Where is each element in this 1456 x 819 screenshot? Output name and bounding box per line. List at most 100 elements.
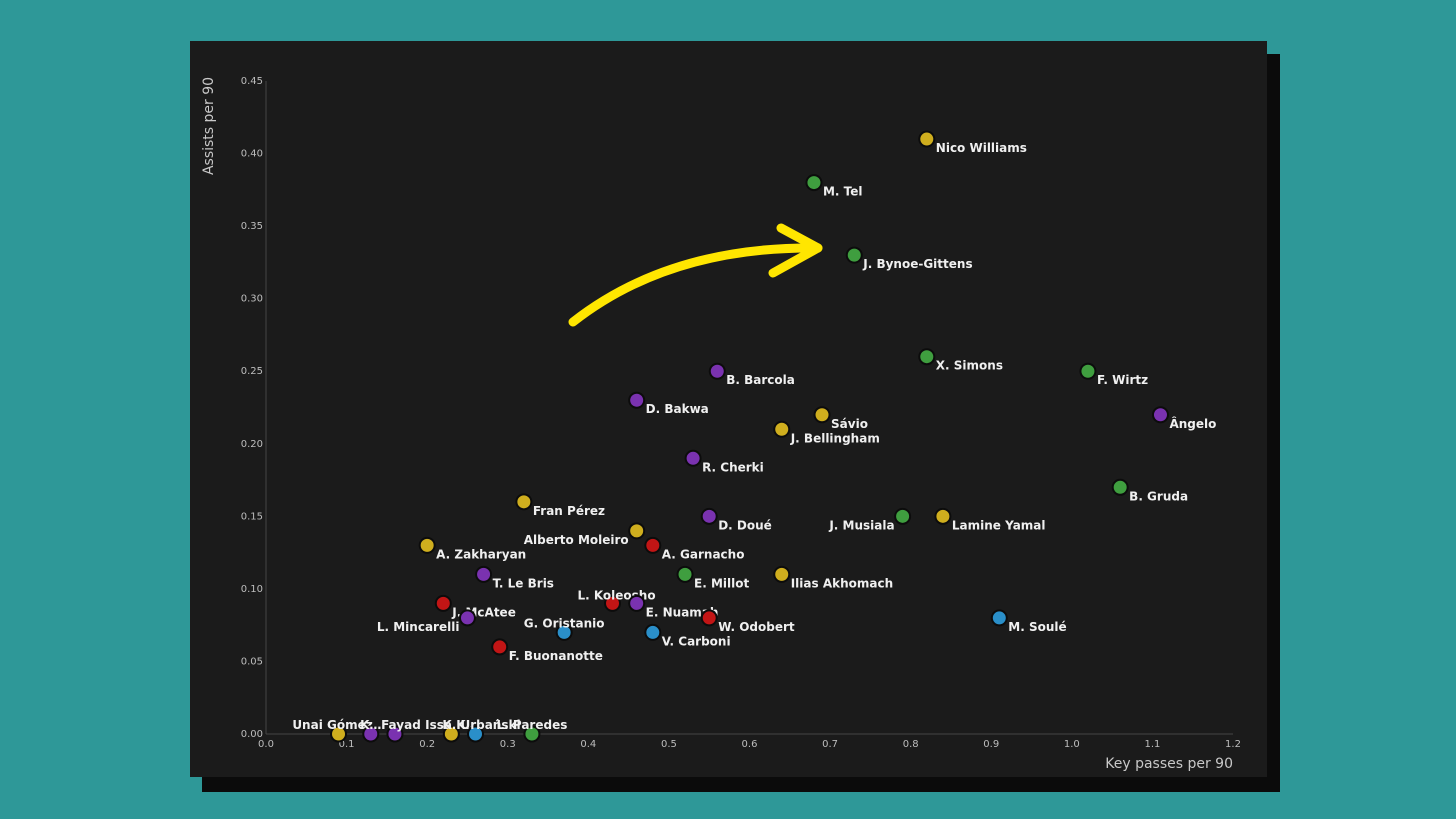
data-point — [523, 725, 541, 743]
y-axis-label: Assists per 90 — [201, 77, 217, 175]
x-tick-label: 0.0 — [258, 739, 274, 750]
chart-card: 0.00 0.05 0.10 0.15 0.20 0.25 0.30 0.35 0.40 0.45… — [190, 41, 1267, 777]
point-label: V. Carboni — [662, 634, 731, 648]
point-label: W. Odobert — [718, 620, 795, 634]
point-label: T. Le Bris — [493, 576, 554, 590]
y-tick-label: 0.10 — [241, 584, 263, 595]
data-point — [330, 725, 348, 743]
axes: 0.00 0.05 0.10 0.15 0.20 0.25 0.30 0.35 0.40 0.45… — [241, 76, 1241, 750]
point-label: Ângelo — [1169, 416, 1216, 431]
data-point — [418, 536, 436, 554]
data-point — [773, 565, 791, 583]
scatter-chart: 0.00 0.05 0.10 0.15 0.20 0.25 0.30 0.35 0.40 0.45… — [201, 76, 1241, 772]
data-point — [555, 623, 573, 641]
point-label: Fran Pérez — [533, 504, 605, 518]
data-point — [676, 565, 694, 583]
point-label: G. Oristanio — [524, 616, 605, 630]
y-tick-label: 0.30 — [241, 294, 263, 305]
data-point — [805, 174, 823, 192]
point-label: M. Tel — [823, 185, 863, 199]
point-label: J. Bynoe-Gittens — [862, 257, 972, 271]
y-tick-label: 0.05 — [241, 656, 263, 667]
point-label: Lamine Yamal — [952, 518, 1046, 532]
y-tick-label: 0.35 — [241, 221, 263, 232]
y-tick-label: 0.00 — [241, 729, 263, 740]
point-label: Unai Gómez — [292, 718, 372, 732]
point-label: Sávio — [831, 417, 868, 431]
y-tick-label: 0.20 — [241, 439, 263, 450]
point-label: D. Doué — [718, 518, 772, 532]
data-point — [684, 449, 702, 467]
point-label: E. Nuamah — [646, 605, 719, 619]
arrow-annotation — [568, 223, 823, 327]
point-label: B. Barcola — [726, 373, 795, 387]
data-point — [628, 522, 646, 540]
data-point — [700, 507, 718, 525]
point-label: E. Millot — [694, 576, 749, 590]
data-point — [708, 362, 726, 380]
x-tick-label: 1.0 — [1064, 739, 1080, 750]
x-tick-label: 1.2 — [1225, 739, 1241, 750]
data-point — [1111, 478, 1129, 496]
data-point — [644, 623, 662, 641]
point-label: K… — [360, 718, 381, 732]
point-label: D. Bakwa — [646, 402, 709, 416]
data-point — [845, 246, 863, 264]
point-label: F. Wirtz — [1097, 373, 1148, 387]
point-label: Alberto Moleiro — [524, 533, 629, 547]
x-tick-label: 0.1 — [339, 739, 355, 750]
x-tick-label: 0.7 — [822, 739, 838, 750]
x-tick-label: 0.6 — [742, 739, 758, 750]
y-tick-label: 0.40 — [241, 149, 263, 160]
data-point — [894, 507, 912, 525]
point-label: R. Cherki — [702, 460, 764, 474]
point-label: L. Mincarelli — [377, 620, 460, 634]
point-label: Fayad — [381, 718, 421, 732]
point-label: B. Gruda — [1129, 489, 1188, 503]
y-tick-label: 0.45 — [241, 76, 263, 87]
data-point — [467, 725, 485, 743]
data-point — [1079, 362, 1097, 380]
point-label: Nico Williams — [936, 141, 1027, 155]
point-label: Issa K… — [425, 718, 477, 732]
point-label: F. Buonanotte — [509, 649, 603, 663]
x-tick-label: 0.9 — [983, 739, 999, 750]
y-tick-label: 0.25 — [241, 366, 263, 377]
x-tick-label: 0.5 — [661, 739, 677, 750]
point-label: J. Musiala — [828, 518, 894, 532]
x-tick-label: 1.1 — [1144, 739, 1160, 750]
data-point — [813, 406, 831, 424]
data-point — [773, 420, 791, 438]
data-point — [918, 348, 936, 366]
data-point — [515, 493, 533, 511]
data-point — [458, 609, 476, 627]
x-tick-label: 0.4 — [580, 739, 596, 750]
data-point — [990, 609, 1008, 627]
data-point — [628, 391, 646, 409]
data-point — [604, 594, 622, 612]
data-point — [628, 594, 646, 612]
data-point — [918, 130, 936, 148]
points: Nico Williams M. Tel J. Bynoe-Gittens X. Si… — [292, 130, 1216, 743]
point-label: M. Soulé — [1008, 620, 1066, 634]
x-tick-label: 0.8 — [903, 739, 919, 750]
point-label: Ilias Akhomach — [791, 576, 893, 590]
y-tick-label: 0.15 — [241, 511, 263, 522]
data-point — [700, 609, 718, 627]
point-label: L. Paredes — [496, 718, 567, 732]
data-point — [644, 536, 662, 554]
data-point — [491, 638, 509, 656]
data-point — [934, 507, 952, 525]
point-label: X. Simons — [936, 359, 1003, 373]
x-tick-label: 0.2 — [419, 739, 435, 750]
data-point — [362, 725, 380, 743]
point-label: A. Zakharyan — [436, 547, 526, 561]
data-point — [475, 565, 493, 583]
data-point — [386, 725, 404, 743]
point-label: A. Garnacho — [662, 547, 745, 561]
data-point — [1151, 406, 1169, 424]
x-tick-label: 0.3 — [500, 739, 516, 750]
point-label: K. Urbański — [442, 718, 520, 732]
data-point — [434, 594, 452, 612]
data-point — [442, 725, 460, 743]
